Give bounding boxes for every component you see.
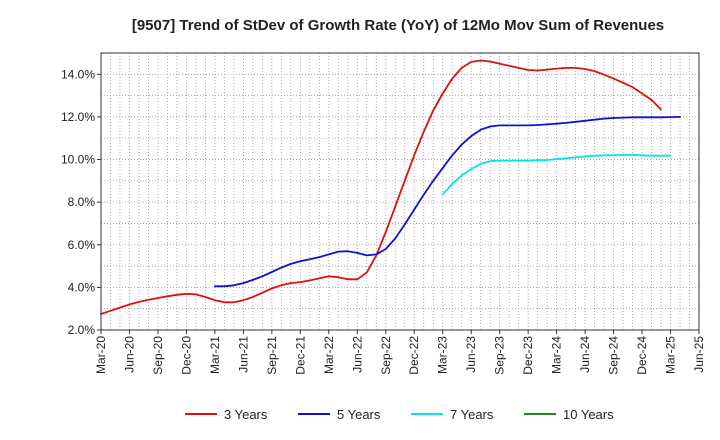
x-tick-label: Sep-23 [493,336,507,375]
legend-label: 5 Years [337,407,381,422]
legend: 3 Years 5 Years 7 Years 10 Years [185,407,614,422]
x-tick-label: Mar-22 [322,336,336,374]
x-tick-label: Sep-24 [607,336,621,375]
y-tick-label: 12.0% [61,110,95,124]
y-tick-label: 10.0% [61,153,95,167]
x-tick-label: Dec-23 [521,336,535,375]
legend-label: 10 Years [563,407,614,422]
series-line-7-years [441,153,672,196]
x-tick-label: Jun-25 [692,336,706,373]
y-tick-label: 4.0% [68,280,96,294]
x-tick-label: Mar-21 [208,336,222,374]
x-tick-label: Dec-21 [293,336,307,375]
series-layer [100,59,681,315]
y-tick-label: 2.0% [68,323,96,337]
y-tick-label: 6.0% [68,238,96,252]
y-tick-label: 8.0% [68,195,96,209]
x-tick-label: Sep-20 [151,336,165,375]
x-tick-label: Dec-20 [179,336,193,375]
x-tick-label: Mar-20 [94,336,108,374]
x-tick-label: Jun-22 [350,336,364,373]
x-tick-label: Mar-23 [436,336,450,374]
y-axis: 2.0% 4.0% 6.0% 8.0% 10.0% 12.0% 14.0% [61,67,101,337]
x-axis: Mar-20 Jun-20 Sep-20 Dec-20 Mar-21 Jun-21 Sep-… [94,330,706,375]
plot-frame [100,52,700,331]
x-tick-label: Dec-24 [635,336,649,375]
x-tick-label: Sep-22 [379,336,393,375]
x-tick-label: Mar-25 [664,336,678,374]
x-tick-label: Sep-21 [265,336,279,375]
x-tick-label: Dec-22 [407,336,421,375]
x-tick-label: Jun-24 [578,336,592,373]
x-tick-label: Jun-23 [464,336,478,373]
grid-lines [101,53,699,330]
x-tick-label: Jun-20 [122,336,136,373]
series-line-3-years [100,59,662,315]
x-tick-label: Jun-21 [236,336,250,373]
y-tick-label: 14.0% [61,67,95,81]
legend-label: 3 Years [224,407,268,422]
chart-title: [9507] Trend of StDev of Growth Rate (Yo… [132,17,664,34]
x-tick-label: Mar-24 [550,336,564,374]
legend-label: 7 Years [450,407,494,422]
series-line-5-years [213,116,681,288]
